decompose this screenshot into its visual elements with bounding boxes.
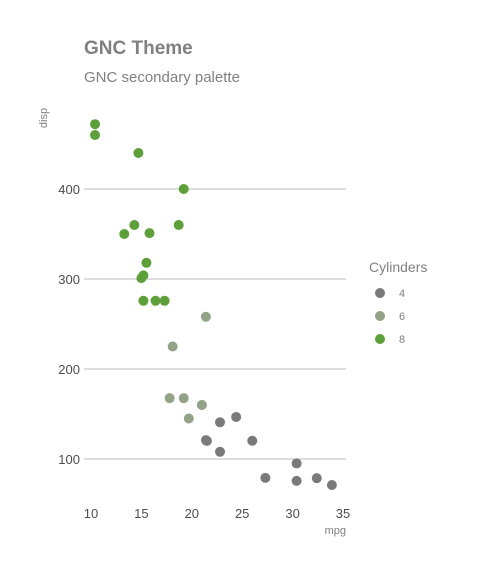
data-point-cyl-6 — [164, 393, 175, 404]
data-point-cyl-4 — [326, 480, 337, 491]
data-point-cyl-8 — [178, 184, 189, 194]
data-point-cyl-6 — [167, 341, 178, 352]
data-point-cyl-4 — [311, 473, 322, 484]
legend-label: 4 — [399, 288, 405, 300]
x-tick-label: 30 — [285, 506, 299, 521]
data-point-cyl-8 — [141, 257, 152, 268]
legend-label: 6 — [399, 311, 405, 323]
y-axis-label: disp — [38, 108, 50, 128]
data-point-cyl-8 — [150, 295, 161, 306]
data-point-cyl-4 — [247, 435, 258, 446]
data-point-cyl-6 — [183, 413, 194, 424]
y-tick-label: 100 — [58, 452, 80, 467]
legend-swatch-8 — [375, 334, 385, 344]
data-point-cyl-8 — [138, 295, 149, 306]
data-point-cyl-8 — [136, 273, 147, 284]
x-tick-label: 10 — [84, 506, 98, 521]
data-point-cyl-4 — [215, 417, 226, 428]
data-points — [90, 119, 337, 491]
chart-title: GNC Theme — [84, 38, 193, 59]
data-point-cyl-4 — [291, 475, 302, 486]
data-point-cyl-8 — [133, 148, 144, 158]
data-point-cyl-8 — [173, 220, 184, 230]
data-point-cyl-8 — [144, 228, 155, 239]
data-point-cyl-4 — [200, 435, 211, 446]
data-point-cyl-8 — [159, 295, 170, 306]
data-point-cyl-6 — [200, 311, 211, 322]
x-tick-label: 20 — [185, 506, 199, 521]
x-tick-label: 35 — [336, 506, 350, 521]
chart-subtitle: GNC secondary palette — [84, 69, 240, 86]
legend-items: 4 6 8 — [375, 288, 405, 346]
data-point-cyl-8 — [129, 220, 140, 230]
x-tick-label: 25 — [235, 506, 249, 521]
legend-title: Cylinders — [369, 259, 427, 275]
data-point-cyl-6 — [178, 393, 189, 404]
data-point-cyl-4 — [260, 472, 271, 483]
x-tick-labels: 10 15 20 25 30 35 — [84, 506, 350, 521]
data-point-cyl-4 — [215, 446, 226, 457]
y-tick-labels: 100 200 300 400 — [58, 182, 80, 467]
legend-swatch-4 — [375, 288, 385, 298]
gridlines — [84, 188, 346, 460]
legend-label: 8 — [399, 334, 405, 346]
y-tick-label: 200 — [58, 362, 80, 377]
data-point-cyl-8 — [90, 119, 101, 130]
y-tick-label: 300 — [58, 272, 80, 287]
data-point-cyl-4 — [291, 458, 302, 469]
data-point-cyl-6 — [196, 400, 207, 410]
data-point-cyl-4 — [231, 411, 242, 422]
legend: Cylinders 4 6 8 — [369, 259, 427, 346]
y-tick-label: 400 — [58, 182, 80, 197]
x-axis-label: mpg — [325, 525, 346, 537]
data-point-cyl-8 — [90, 130, 101, 140]
data-point-cyl-8 — [119, 229, 130, 239]
legend-swatch-6 — [375, 311, 385, 321]
x-tick-label: 15 — [134, 506, 148, 521]
